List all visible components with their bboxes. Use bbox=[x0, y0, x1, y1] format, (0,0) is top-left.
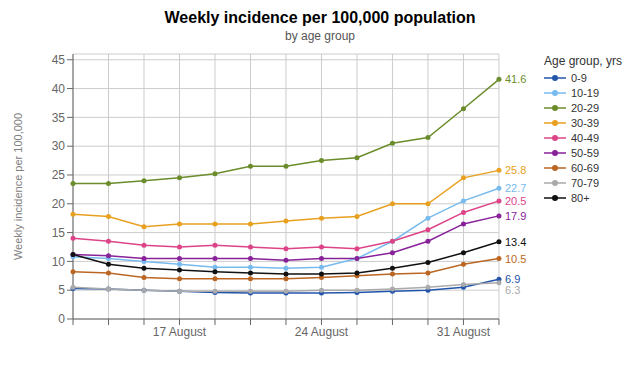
html-text:10-19: 10-19 bbox=[571, 87, 600, 99]
svg-text:35: 35 bbox=[52, 111, 66, 125]
html-text:40-49: 40-49 bbox=[571, 132, 600, 144]
svg-text:41.6: 41.6 bbox=[505, 73, 526, 85]
svg-text:24 August: 24 August bbox=[295, 325, 349, 339]
svg-text:17 August: 17 August bbox=[153, 325, 207, 339]
html-text:20-29: 20-29 bbox=[571, 102, 600, 114]
html-text:80+: 80+ bbox=[571, 192, 590, 204]
svg-text:13.4: 13.4 bbox=[505, 236, 526, 248]
html-text:by age group: by age group bbox=[285, 29, 355, 43]
svg-text:25.8: 25.8 bbox=[505, 164, 526, 176]
svg-text:25: 25 bbox=[52, 168, 66, 182]
svg-text:20: 20 bbox=[52, 197, 66, 211]
svg-text:40: 40 bbox=[52, 82, 66, 96]
svg-text:30: 30 bbox=[52, 139, 66, 153]
html-text:60-69: 60-69 bbox=[571, 162, 600, 174]
html-text:30-39: 30-39 bbox=[571, 117, 600, 129]
svg-text:45: 45 bbox=[52, 53, 66, 67]
html-text:70-79: 70-79 bbox=[571, 177, 600, 189]
svg-text:Weekly incidence per 100,000: Weekly incidence per 100,000 bbox=[12, 113, 24, 260]
svg-text:31 August: 31 August bbox=[437, 325, 491, 339]
svg-text:6.3: 6.3 bbox=[505, 284, 520, 296]
svg-text:22.7: 22.7 bbox=[505, 182, 526, 194]
svg-text:15: 15 bbox=[52, 226, 66, 240]
svg-text:10.5: 10.5 bbox=[505, 253, 526, 265]
html-text:50-59: 50-59 bbox=[571, 147, 600, 159]
svg-text:10: 10 bbox=[52, 255, 66, 269]
svg-text:17.9: 17.9 bbox=[505, 210, 526, 222]
svg-text:6.9: 6.9 bbox=[505, 273, 521, 286]
svg-text:5: 5 bbox=[58, 283, 65, 297]
svg-text:20.5: 20.5 bbox=[505, 195, 526, 207]
svg-text:0: 0 bbox=[58, 312, 65, 326]
html-text:Weekly incidence per 100,000 p: Weekly incidence per 100,000 population bbox=[164, 9, 476, 26]
html-text:Age group, yrs: Age group, yrs bbox=[544, 54, 622, 68]
html-text:0-9: 0-9 bbox=[571, 72, 587, 84]
